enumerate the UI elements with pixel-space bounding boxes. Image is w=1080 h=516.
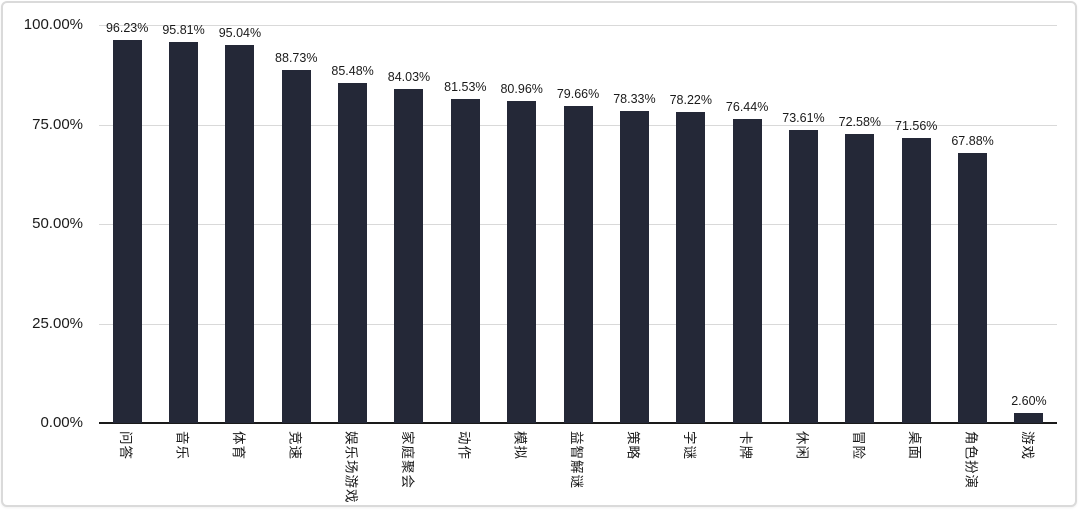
x-axis-category-label: 冒险 bbox=[850, 431, 866, 460]
x-axis-category-label: 策略 bbox=[625, 431, 641, 460]
bar-value-label: 95.81% bbox=[162, 22, 205, 37]
x-axis-category-cell: 竞速 bbox=[268, 431, 324, 509]
bar-value-label: 73.61% bbox=[782, 111, 825, 126]
x-axis-category-cell: 角色扮演 bbox=[944, 431, 1000, 509]
bar-cell: 71.56% bbox=[888, 25, 944, 423]
x-axis-category-cell: 桌面 bbox=[888, 431, 944, 509]
bar bbox=[958, 152, 988, 423]
x-axis-category-cell: 模拟 bbox=[494, 431, 550, 509]
bar-value-label: 80.96% bbox=[500, 81, 543, 96]
bar-cell: 78.22% bbox=[663, 25, 719, 423]
x-axis-category-label: 家庭聚会 bbox=[399, 431, 415, 489]
plot-area: 96.23% 95.81% 95.04% 88.73% 85.48% 84.03% 81.5… bbox=[99, 21, 1057, 423]
x-axis-category-cell: 冒险 bbox=[832, 431, 888, 509]
x-axis-category-label: 角色扮演 bbox=[963, 431, 979, 489]
x-axis-category-label: 动作 bbox=[456, 431, 472, 460]
y-axis-tick-label: 100.00% bbox=[23, 16, 83, 33]
x-axis-category-label: 桌面 bbox=[907, 431, 923, 460]
x-axis-category-cell: 休闲 bbox=[775, 431, 831, 509]
bar-value-label: 2.60% bbox=[1011, 393, 1047, 408]
bar bbox=[112, 40, 142, 423]
bar bbox=[450, 98, 480, 423]
bar-value-label: 81.53% bbox=[444, 79, 487, 94]
y-axis-tick-label: 0.00% bbox=[40, 414, 83, 431]
bar bbox=[281, 69, 311, 423]
bar bbox=[901, 138, 931, 423]
y-axis-tick-label: 75.00% bbox=[32, 115, 83, 133]
x-axis-category-label: 问答 bbox=[118, 431, 134, 460]
y-axis-tick-label: 50.00% bbox=[32, 215, 83, 232]
bar-cell: 73.61% bbox=[775, 25, 831, 423]
bar-cell: 72.58% bbox=[832, 25, 888, 423]
x-axis-category-cell: 问答 bbox=[99, 431, 155, 509]
bar-cell: 85.48% bbox=[324, 25, 380, 423]
bar-cell: 84.03% bbox=[381, 25, 437, 423]
x-axis-category-cell: 娱乐场游戏 bbox=[324, 431, 380, 509]
bar-cell: 95.81% bbox=[155, 22, 211, 423]
x-axis-category-cell: 益智解谜 bbox=[550, 431, 606, 509]
bar-value-label: 84.03% bbox=[387, 69, 431, 84]
x-axis-category-label: 娱乐场游戏 bbox=[343, 431, 359, 504]
bar bbox=[845, 134, 875, 423]
bar-value-label: 95.04% bbox=[218, 25, 262, 40]
bar bbox=[1014, 412, 1044, 423]
bar bbox=[225, 44, 255, 423]
x-axis-labels: 问答 音乐 体育 竞速 娱乐场游戏 家庭聚会 动作 模拟 益智解谜 策略 字谜 卡牌 休闲 冒险 桌面 角色扮… bbox=[99, 431, 1057, 509]
bar-value-label: 96.23% bbox=[105, 21, 149, 36]
chart-card: 0.00% 25.00% 50.00% 75.00% 100.00% 96.23% 95.… bbox=[1, 1, 1077, 507]
bar-cell: 67.88% bbox=[944, 25, 1000, 423]
x-axis-category-label: 字谜 bbox=[681, 431, 697, 460]
bar-value-label: 79.66% bbox=[556, 86, 600, 101]
bar bbox=[169, 41, 199, 423]
gridline bbox=[99, 25, 1057, 26]
bar-cell: 95.04% bbox=[212, 25, 268, 423]
x-axis-line bbox=[99, 422, 1057, 424]
bar bbox=[788, 130, 818, 423]
x-axis-category-cell: 家庭聚会 bbox=[381, 431, 437, 509]
x-axis-category-cell: 游戏 bbox=[1001, 431, 1057, 509]
x-axis-category-cell: 字谜 bbox=[663, 431, 719, 509]
x-axis-category-label: 益智解谜 bbox=[569, 431, 585, 489]
x-axis-category-label: 竞速 bbox=[287, 431, 303, 460]
x-axis-category-cell: 策略 bbox=[606, 431, 662, 509]
bar-value-label: 71.56% bbox=[895, 119, 938, 134]
bar-cell: 81.53% bbox=[437, 25, 493, 423]
bar bbox=[563, 105, 593, 423]
bar bbox=[338, 82, 368, 423]
bar-cell: 96.23% bbox=[99, 21, 155, 423]
bar bbox=[619, 111, 649, 423]
bar-value-label: 72.58% bbox=[838, 115, 882, 130]
bar-cell: 2.60% bbox=[1001, 25, 1057, 423]
bar bbox=[732, 118, 762, 423]
bar bbox=[394, 88, 424, 423]
x-axis-category-cell: 音乐 bbox=[155, 431, 211, 509]
x-axis-category-label: 游戏 bbox=[1019, 431, 1035, 460]
x-axis-category-label: 休闲 bbox=[794, 431, 810, 460]
bar-value-label: 78.33% bbox=[613, 92, 656, 107]
bar-value-label: 67.88% bbox=[951, 133, 994, 148]
bar-cell: 78.33% bbox=[606, 25, 662, 423]
x-axis-category-label: 模拟 bbox=[512, 431, 528, 460]
bar-cell: 88.73% bbox=[268, 25, 324, 423]
y-axis-tick-label: 25.00% bbox=[32, 314, 83, 332]
x-axis-category-label: 卡牌 bbox=[738, 431, 754, 460]
y-axis: 0.00% 25.00% 50.00% 75.00% 100.00% bbox=[3, 3, 83, 505]
x-axis-category-label: 音乐 bbox=[174, 431, 190, 460]
bar-cell: 79.66% bbox=[550, 25, 606, 423]
bar-value-label: 85.48% bbox=[331, 63, 374, 78]
x-axis-category-label: 体育 bbox=[230, 431, 246, 460]
bar bbox=[507, 100, 537, 423]
x-axis-category-cell: 体育 bbox=[212, 431, 268, 509]
bar-cell: 80.96% bbox=[494, 25, 550, 423]
x-axis-category-cell: 卡牌 bbox=[719, 431, 775, 509]
bar-value-label: 78.22% bbox=[669, 92, 712, 107]
x-axis-category-cell: 动作 bbox=[437, 431, 493, 509]
bar-cell: 76.44% bbox=[719, 25, 775, 423]
bar-value-label: 76.44% bbox=[725, 99, 769, 114]
bar-value-label: 88.73% bbox=[275, 50, 318, 65]
bar bbox=[676, 111, 706, 423]
